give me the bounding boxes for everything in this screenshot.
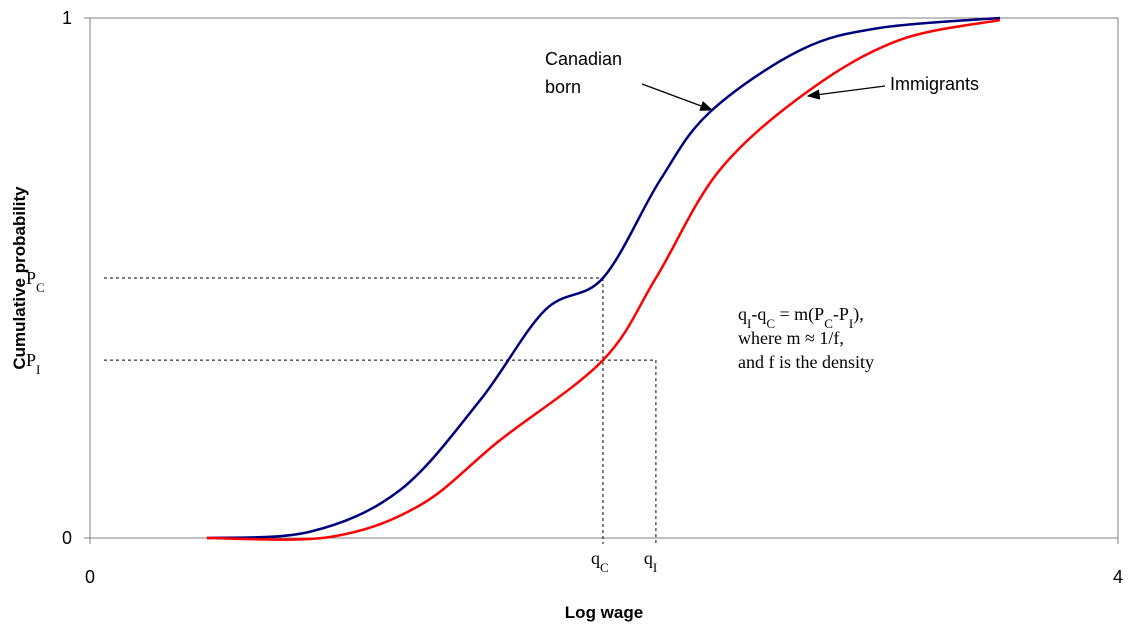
annotation-part: q xyxy=(738,304,747,324)
y-tick-label: 1 xyxy=(62,8,72,28)
annotation-part: ), xyxy=(853,304,864,325)
annotation-part: = m(P xyxy=(775,304,824,325)
y-tick-label: 0 xyxy=(62,528,72,548)
series-label: Canadian xyxy=(545,49,622,69)
y-reference-label-sub: C xyxy=(36,280,45,295)
annotation-part: and f is the density xyxy=(738,352,874,372)
line xyxy=(206,16,1001,540)
x-reference-label-part: q xyxy=(644,548,653,568)
y-reference-label-part: P xyxy=(26,350,36,370)
y-reference-label-sub: I xyxy=(36,362,40,377)
arrow xyxy=(806,85,886,100)
annotation-sub: I xyxy=(747,316,751,331)
annotation-sub: I xyxy=(849,316,853,331)
annotation-part: -q xyxy=(751,304,766,324)
x-reference-label: qC xyxy=(591,548,609,575)
annotation-sub: C xyxy=(766,316,775,331)
annotation: and f is the density xyxy=(738,352,874,372)
annotation-part: -P xyxy=(833,304,849,324)
x-tick-label: 4 xyxy=(1113,567,1123,587)
x-reference-label-sub: I xyxy=(653,560,657,575)
plot-frame xyxy=(89,17,1119,539)
line xyxy=(206,18,1001,541)
x-axis-title: Log wage xyxy=(565,603,643,622)
y-reference-label: PC xyxy=(26,268,45,295)
y-reference-label-part: P xyxy=(26,268,36,288)
x-reference-label: qI xyxy=(644,548,657,575)
annotation: qI-qC = m(PC-PI), xyxy=(738,304,864,331)
x-reference-label-part: q xyxy=(591,548,600,568)
x-reference-label-sub: C xyxy=(600,560,609,575)
arrow xyxy=(641,83,714,111)
series-label: Immigrants xyxy=(890,74,979,94)
y-reference-label: PI xyxy=(26,350,40,377)
y-axis-title: Cumulative probability xyxy=(10,186,29,370)
annotation: where m ≈ 1/f, xyxy=(738,328,844,348)
annotation-part: where m ≈ 1/f, xyxy=(738,328,844,348)
annotation-sub: C xyxy=(824,316,833,331)
x-tick-label: 0 xyxy=(85,567,95,587)
series-label: born xyxy=(545,77,581,97)
